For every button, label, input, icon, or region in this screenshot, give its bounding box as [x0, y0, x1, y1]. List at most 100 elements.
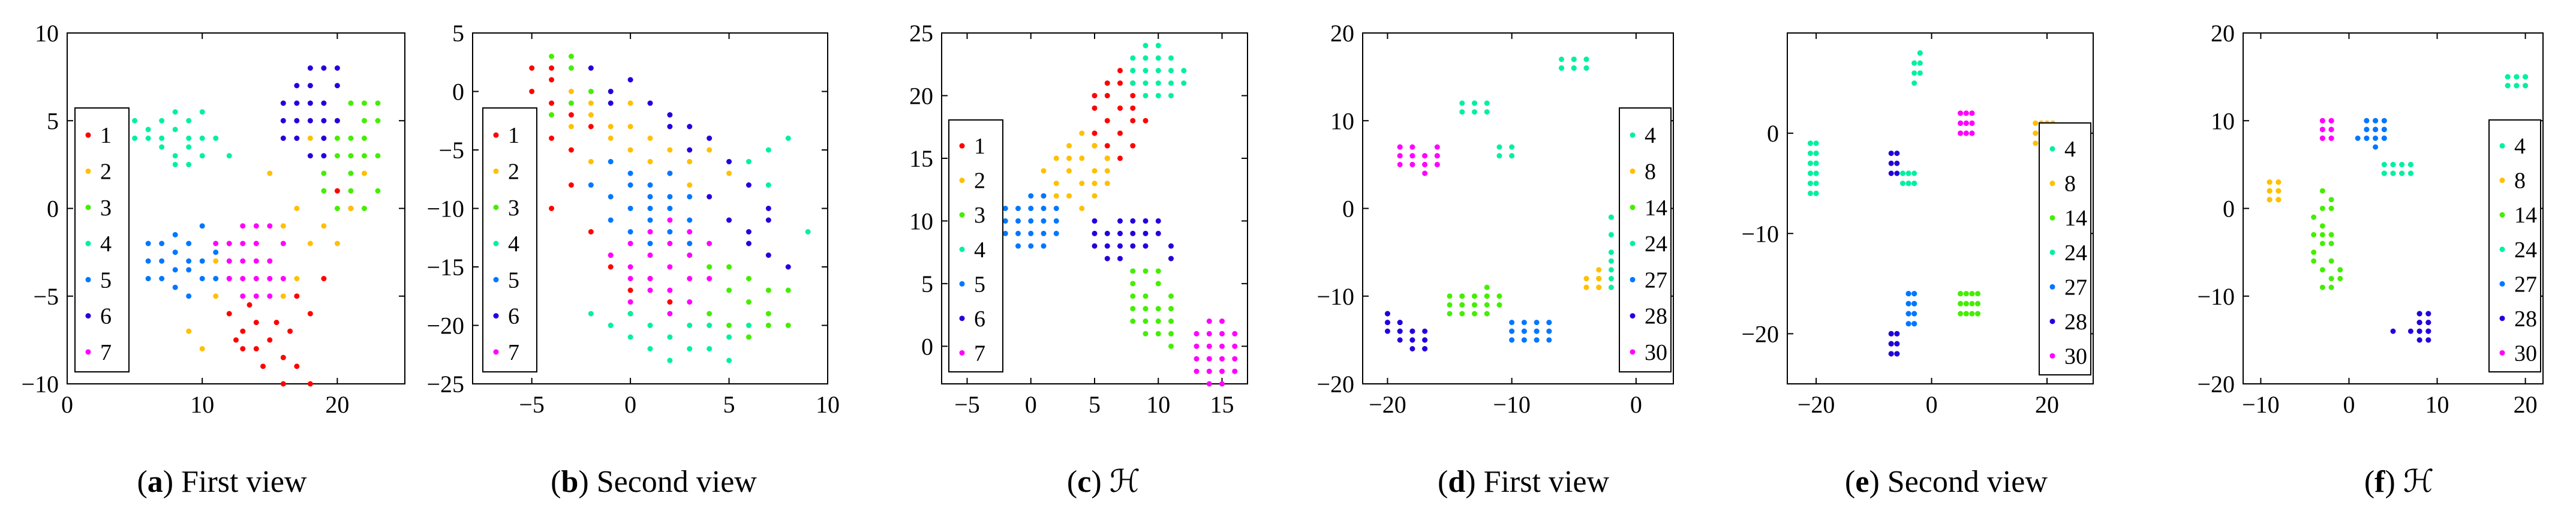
data-point	[687, 147, 693, 153]
y-tick-label: −15	[426, 254, 464, 281]
series-27	[1509, 320, 1552, 343]
data-point	[1117, 105, 1123, 111]
data-point	[1905, 170, 1911, 176]
data-point	[321, 100, 327, 106]
caption-open: (	[1438, 465, 1448, 499]
data-point	[1104, 256, 1110, 261]
data-point	[1583, 276, 1589, 281]
data-point	[1409, 328, 1415, 334]
data-point	[687, 276, 693, 281]
series-5	[588, 159, 693, 247]
series-8	[2267, 179, 2282, 203]
data-point	[2319, 206, 2325, 211]
legend-marker	[493, 349, 499, 355]
data-point	[2319, 136, 2325, 141]
data-point	[294, 206, 300, 211]
data-point	[2355, 136, 2361, 141]
data-point	[687, 299, 693, 305]
data-point	[186, 144, 192, 150]
data-point	[1583, 65, 1589, 71]
data-point	[746, 334, 752, 340]
data-point	[746, 182, 752, 188]
data-point	[2505, 83, 2511, 89]
data-point	[2319, 284, 2325, 290]
legend-label: 4	[2064, 137, 2076, 162]
panel-caption: (a) First view	[137, 465, 307, 499]
data-point	[1422, 346, 1428, 351]
data-point	[1521, 337, 1527, 343]
data-point	[765, 147, 771, 153]
x-tick-label: −5	[519, 391, 545, 418]
data-point	[687, 124, 693, 130]
data-point	[1807, 140, 1813, 146]
data-point	[240, 223, 246, 229]
data-point	[361, 206, 367, 211]
data-point	[568, 100, 574, 106]
data-point	[1041, 206, 1047, 211]
y-tick-label: −20	[1741, 320, 1779, 347]
data-point	[199, 136, 205, 141]
data-point	[1155, 68, 1161, 74]
data-point	[1092, 130, 1098, 136]
data-point	[1092, 105, 1098, 111]
data-point	[1028, 243, 1034, 249]
data-point	[1117, 243, 1123, 249]
data-point	[627, 311, 633, 317]
data-point	[608, 159, 614, 164]
data-point	[1813, 151, 1819, 157]
data-point	[1104, 118, 1110, 124]
data-point	[608, 136, 614, 141]
data-point	[1028, 230, 1034, 236]
legend-label: 8	[1645, 159, 1656, 184]
data-point	[226, 311, 232, 317]
series-5	[1002, 193, 1059, 249]
data-point	[1015, 206, 1021, 211]
data-point	[2319, 223, 2325, 229]
data-point	[1459, 311, 1465, 317]
data-point	[667, 357, 673, 363]
x-tick-label: −5	[954, 391, 980, 418]
data-point	[1104, 80, 1110, 86]
x-tick-label: 0	[1926, 391, 1938, 418]
data-point	[667, 287, 673, 293]
y-tick-label: 20	[1330, 20, 1354, 47]
data-point	[707, 194, 713, 200]
data-point	[1168, 306, 1174, 312]
data-point	[361, 170, 367, 176]
data-point	[647, 100, 653, 106]
data-point	[627, 170, 633, 176]
data-point	[647, 206, 653, 211]
data-point	[159, 276, 165, 281]
data-point	[1168, 55, 1174, 61]
data-point	[1155, 306, 1161, 312]
data-point	[529, 89, 535, 94]
legend-label: 28	[1645, 304, 1667, 329]
legend-label: 6	[508, 304, 519, 329]
legend-marker	[959, 212, 965, 218]
legend-marker	[2499, 212, 2505, 218]
data-point	[1888, 160, 1894, 166]
data-point	[1608, 258, 1614, 264]
data-point	[1434, 144, 1440, 150]
data-point	[785, 264, 791, 270]
data-point	[1155, 330, 1161, 336]
y-tick-label: −10	[21, 371, 59, 398]
data-point	[1143, 306, 1149, 312]
data-point	[1092, 181, 1098, 187]
y-tick-label: −5	[438, 137, 464, 164]
data-point	[1496, 302, 1502, 308]
data-point	[726, 217, 732, 223]
data-point	[2416, 328, 2422, 334]
legend-label: 27	[2064, 275, 2087, 300]
y-tick-label: 10	[2211, 107, 2235, 134]
series-28	[2390, 311, 2431, 343]
data-point	[2319, 232, 2325, 238]
legend-marker	[85, 276, 91, 282]
data-point	[647, 136, 653, 141]
data-point	[280, 100, 286, 106]
caption-close: )	[1465, 465, 1475, 499]
data-point	[1899, 170, 1905, 176]
data-point	[647, 287, 653, 293]
caption-letter: f	[2374, 465, 2385, 499]
data-point	[588, 65, 594, 71]
